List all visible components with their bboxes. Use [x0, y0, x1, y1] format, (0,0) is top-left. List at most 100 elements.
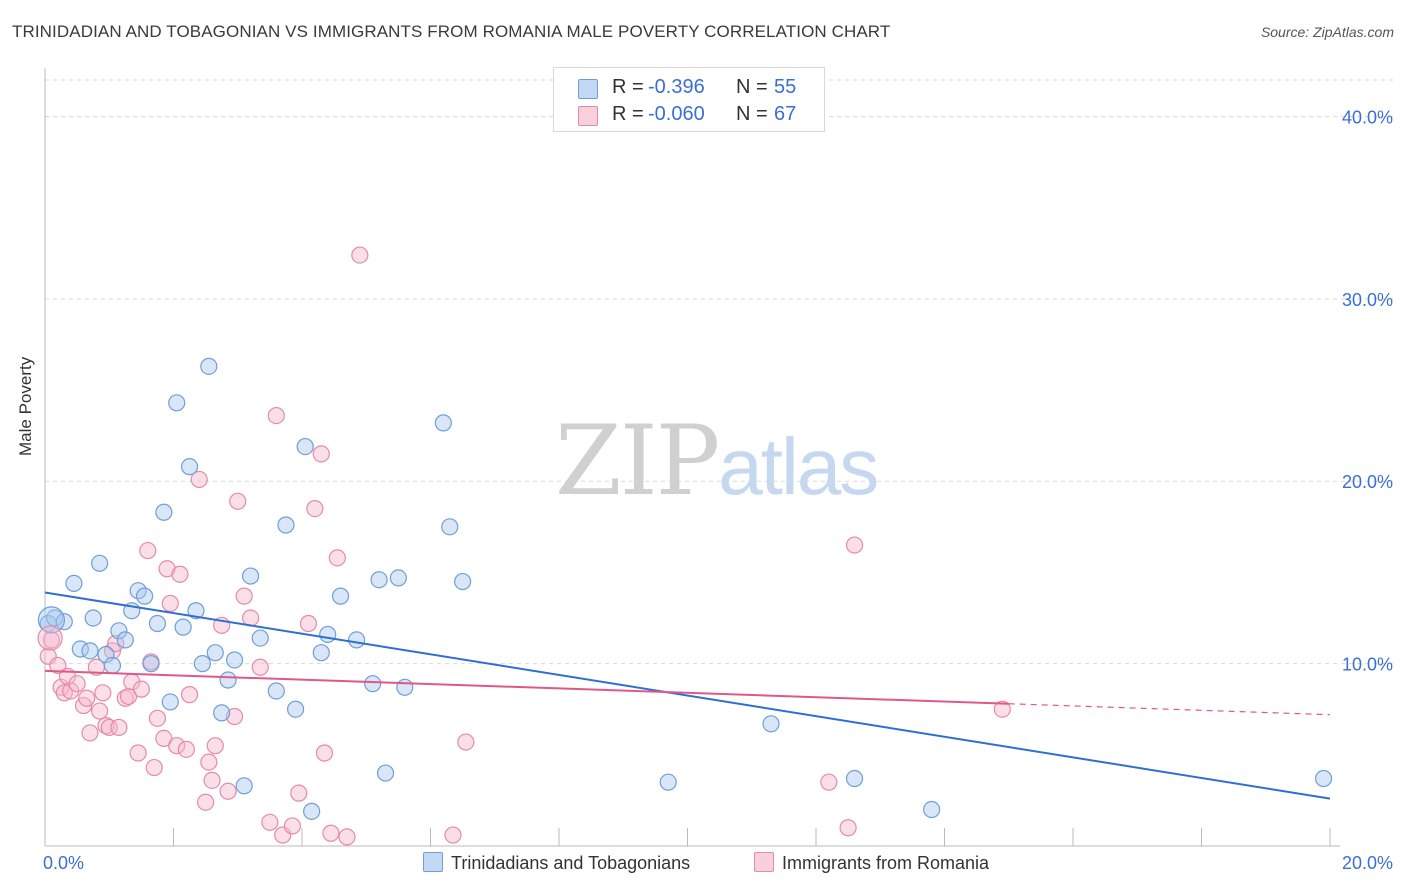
series-name: Immigrants from Romania [782, 853, 990, 873]
pink-swatch [578, 106, 598, 126]
pink-point [235, 587, 253, 605]
blue-point [84, 609, 102, 627]
pink-swatch [754, 852, 774, 872]
blue-point [168, 394, 186, 412]
blue-point [303, 802, 321, 820]
blue-point [845, 769, 864, 788]
r-label: R = [612, 76, 644, 98]
blue-point [37, 606, 66, 634]
chart-title: TRINIDADIAN AND TOBAGONIAN VS IMMIGRANTS… [12, 22, 891, 41]
pink-point [299, 614, 318, 633]
series-legend-pink: Immigrants from Romania [754, 852, 989, 874]
r-label: R = [612, 103, 644, 125]
n-value: 67 [774, 103, 797, 125]
blue-point [1314, 769, 1333, 788]
pink-point [91, 702, 109, 720]
pink-point [155, 729, 173, 747]
blue-point [161, 693, 179, 711]
series-name: Trinidadians and Tobagonians [451, 853, 691, 873]
pink-point [206, 737, 224, 755]
blue-point [193, 655, 212, 673]
pink-point [283, 817, 301, 835]
pink-point [78, 689, 96, 707]
pink-point [42, 631, 61, 649]
blue-point [103, 656, 122, 675]
pink-point [145, 758, 163, 777]
blue-point [376, 764, 395, 782]
pink-point [219, 782, 237, 800]
blue-point [251, 629, 269, 647]
blue-point [225, 651, 244, 669]
pink-point [190, 470, 208, 489]
pink-point [993, 700, 1011, 718]
source-text: Source: ZipAtlas.com [1260, 24, 1394, 40]
blue-point [46, 609, 64, 627]
pink-point [129, 744, 147, 762]
pink-point [49, 656, 67, 675]
pink-point [171, 565, 189, 583]
pink-point [328, 549, 346, 567]
blue-point [762, 715, 780, 733]
pink-trendline [44, 669, 1009, 705]
blue-point [396, 678, 414, 696]
blue-point [286, 700, 305, 718]
pink-point [267, 406, 285, 425]
watermark: ZIPatlas [555, 405, 879, 517]
pink-point [55, 684, 73, 702]
blue-point [142, 655, 160, 673]
blue-point [97, 645, 115, 664]
pink-point [52, 678, 70, 696]
blue-point [219, 671, 237, 689]
blue-point [116, 631, 134, 649]
blue-point [174, 618, 192, 636]
pink-point [261, 813, 279, 831]
blue-point [180, 458, 199, 476]
pink-point [203, 771, 221, 789]
blue-point [659, 773, 677, 791]
watermark-atlas: atlas [718, 422, 879, 511]
blue-point [242, 567, 260, 585]
blue-point [434, 414, 452, 432]
pink-point [312, 445, 330, 463]
pink-point [225, 707, 244, 726]
pink-point [290, 784, 308, 802]
blue-point [65, 574, 83, 592]
y-tick-label: 30.0% [1342, 290, 1393, 310]
blue-point [91, 554, 109, 572]
y-tick-label: 10.0% [1342, 655, 1393, 675]
pink-point [200, 753, 218, 771]
y-tick-label: 20.0% [1342, 472, 1393, 492]
pink-point [180, 686, 199, 704]
pink-point [100, 718, 118, 737]
blue-trendline [44, 591, 1331, 800]
pink-point [68, 675, 86, 693]
blue-point [110, 622, 128, 640]
watermark-zip: ZIP [555, 405, 720, 517]
pink-point [839, 819, 857, 837]
pink-point [139, 541, 157, 560]
n-value: 55 [774, 76, 797, 98]
pink-point [306, 499, 324, 518]
blue-point [148, 614, 167, 633]
n-label: N = [736, 103, 768, 125]
pink-point [37, 625, 63, 651]
blue-point [81, 642, 99, 660]
blue-point [213, 704, 231, 722]
pink-point [119, 687, 138, 706]
blue-swatch [423, 852, 443, 872]
blue-point [135, 587, 154, 605]
blue-point [235, 777, 253, 795]
y-axis-label: Male Poverty [16, 356, 35, 456]
blue-point [206, 644, 224, 662]
pink-point [168, 737, 186, 755]
pink-trendline-extension [1008, 703, 1331, 716]
blue-point [370, 571, 388, 589]
pink-point [81, 724, 99, 742]
y-tick-label: 40.0% [1342, 107, 1393, 127]
x-tick-label: 20.0% [1342, 853, 1393, 873]
r-value: -0.396 [648, 76, 705, 98]
pink-point [161, 594, 179, 613]
blue-point [389, 569, 407, 587]
blue-point [277, 516, 295, 534]
